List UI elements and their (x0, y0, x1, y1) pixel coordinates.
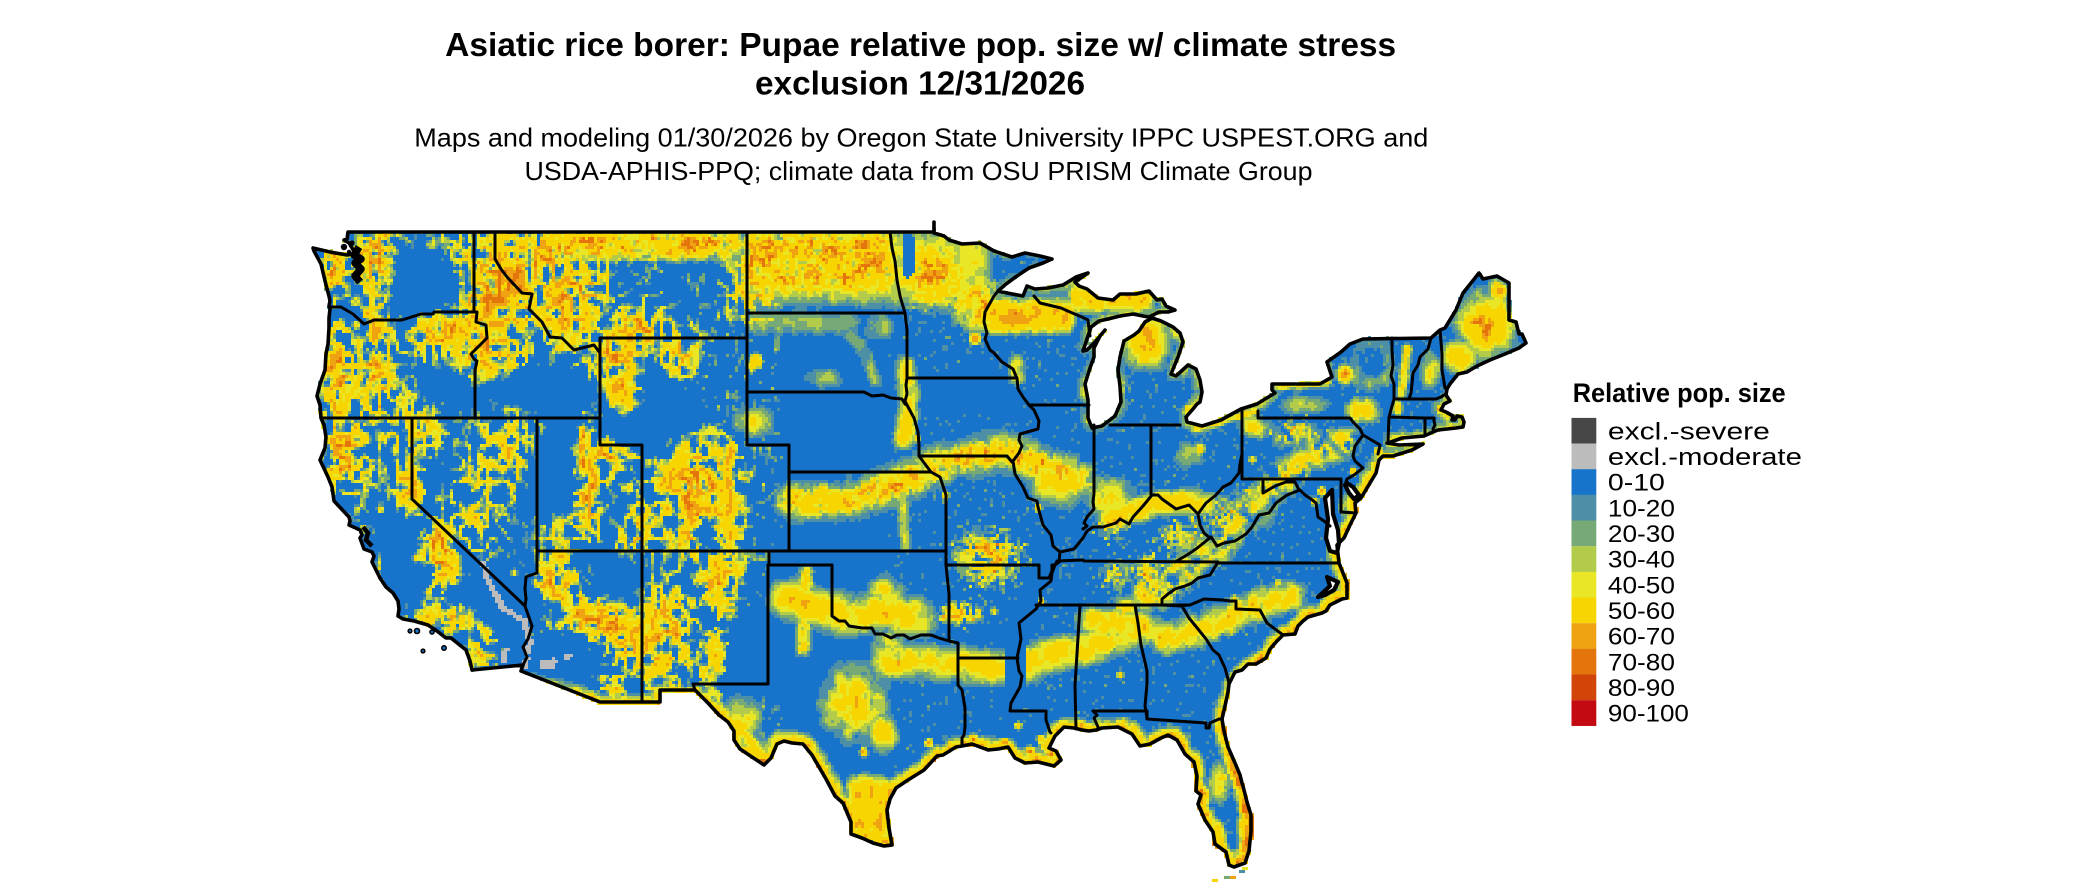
svg-text:30-40: 30-40 (1608, 547, 1675, 574)
svg-text:10-20: 10-20 (1608, 495, 1675, 522)
svg-text:60-70: 60-70 (1608, 624, 1675, 651)
svg-text:Maps and modeling 01/30/2026 b: Maps and modeling 01/30/2026 by Oregon S… (414, 124, 1428, 152)
svg-text:Relative pop. size: Relative pop. size (1573, 378, 1786, 408)
svg-text:80-90: 80-90 (1608, 675, 1675, 702)
svg-text:40-50: 40-50 (1608, 572, 1675, 599)
svg-text:0-10: 0-10 (1608, 470, 1665, 497)
svg-text:70-80: 70-80 (1608, 649, 1675, 676)
svg-text:excl.-moderate: excl.-moderate (1608, 444, 1802, 471)
svg-text:50-60: 50-60 (1608, 598, 1675, 625)
svg-text:20-30: 20-30 (1608, 521, 1675, 548)
svg-text:exclusion 12/31/2026: exclusion 12/31/2026 (755, 64, 1085, 101)
svg-text:Asiatic rice borer: Pupae rela: Asiatic rice borer: Pupae relative pop. … (445, 26, 1396, 63)
svg-text:USDA-APHIS-PPQ; climate data f: USDA-APHIS-PPQ; climate data from OSU PR… (525, 158, 1313, 186)
svg-text:90-100: 90-100 (1608, 701, 1689, 728)
svg-text:excl.-severe: excl.-severe (1608, 418, 1770, 445)
